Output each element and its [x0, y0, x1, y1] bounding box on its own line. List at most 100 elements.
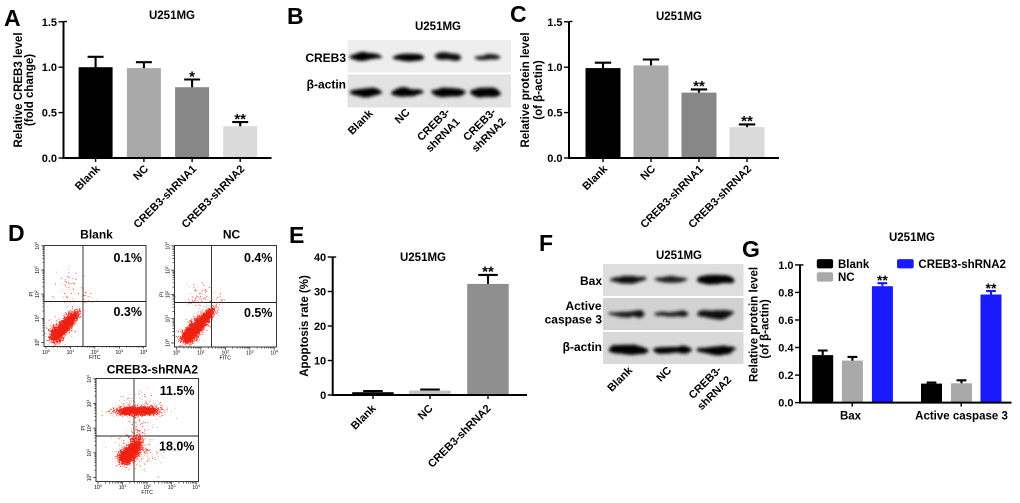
svg-text:(of β-actin): (of β-actin)	[533, 60, 545, 120]
svg-text:0.0: 0.0	[42, 153, 57, 165]
svg-text:CREB3-shRNA2: CREB3-shRNA2	[918, 259, 1006, 271]
svg-text:104: 104	[140, 349, 148, 356]
svg-text:100: 100	[42, 349, 50, 356]
svg-text:30: 30	[314, 287, 326, 299]
svg-text:100: 100	[34, 339, 41, 347]
svg-text:1.5: 1.5	[42, 17, 57, 29]
svg-text:20: 20	[314, 321, 326, 333]
svg-text:0.2: 0.2	[778, 370, 793, 382]
svg-text:(fold change): (fold change)	[24, 54, 36, 126]
svg-text:103: 103	[246, 350, 254, 357]
svg-text:101: 101	[119, 484, 127, 491]
svg-text:NC: NC	[838, 272, 855, 284]
svg-text:10: 10	[314, 356, 326, 368]
svg-text:11.5%: 11.5%	[160, 384, 195, 398]
svg-text:**: **	[234, 111, 246, 128]
svg-text:Blank: Blank	[838, 259, 870, 271]
svg-text:102: 102	[91, 349, 99, 356]
svg-text:PI: PI	[29, 292, 35, 297]
svg-text:0.5%: 0.5%	[244, 306, 273, 320]
svg-text:**: **	[986, 280, 997, 296]
svg-text:101: 101	[165, 315, 172, 323]
svg-text:102: 102	[86, 424, 93, 432]
svg-text:0.0: 0.0	[547, 153, 562, 165]
svg-text:FITC: FITC	[89, 355, 101, 361]
svg-text:C: C	[510, 1, 527, 27]
svg-text:A: A	[4, 5, 21, 31]
svg-text:104: 104	[34, 242, 41, 250]
svg-text:FITC: FITC	[220, 356, 232, 362]
svg-text:CREB3: CREB3	[305, 51, 346, 65]
svg-text:NC: NC	[223, 228, 241, 242]
svg-text:0.3%: 0.3%	[114, 305, 143, 319]
svg-text:103: 103	[86, 400, 93, 408]
svg-text:D: D	[8, 220, 25, 246]
svg-text:β-actin: β-actin	[307, 78, 346, 92]
svg-text:**: **	[877, 272, 888, 288]
svg-text:102: 102	[222, 350, 230, 357]
svg-text:Blank: Blank	[80, 228, 113, 242]
svg-text:PI: PI	[81, 426, 87, 431]
svg-text:Relative protein level: Relative protein level	[520, 32, 532, 147]
svg-text:102: 102	[165, 291, 172, 299]
svg-text:Active: Active	[565, 299, 601, 313]
svg-text:101: 101	[67, 349, 75, 356]
svg-text:G: G	[742, 236, 760, 262]
svg-text:caspase 3: caspase 3	[545, 312, 603, 326]
svg-text:**: **	[741, 113, 753, 130]
svg-text:40: 40	[314, 252, 326, 264]
svg-text:0.0: 0.0	[778, 398, 793, 410]
svg-text:0.6: 0.6	[778, 315, 793, 327]
svg-text:0.5: 0.5	[42, 108, 57, 120]
svg-text:101: 101	[86, 449, 93, 457]
svg-text:103: 103	[34, 266, 41, 274]
svg-text:U251MG: U251MG	[656, 11, 702, 23]
svg-text:Relative protein level: Relative protein level	[749, 267, 761, 382]
svg-text:103: 103	[168, 484, 176, 491]
svg-text:FITC: FITC	[141, 490, 153, 496]
svg-text:*: *	[189, 68, 195, 85]
svg-text:Bax: Bax	[580, 274, 602, 288]
svg-text:0.4%: 0.4%	[244, 251, 273, 265]
svg-text:**: **	[482, 264, 494, 281]
svg-text:Apoptosis rate (%): Apoptosis rate (%)	[299, 275, 311, 377]
svg-text:104: 104	[86, 375, 93, 383]
svg-text:**: **	[693, 78, 705, 95]
svg-text:104: 104	[270, 350, 278, 357]
svg-text:U251MG: U251MG	[656, 250, 702, 262]
svg-text:Active caspase 3: Active caspase 3	[915, 411, 1008, 423]
svg-text:100: 100	[94, 484, 102, 491]
svg-text:Relative CREB3 level: Relative CREB3 level	[13, 32, 25, 147]
svg-text:104: 104	[165, 242, 172, 250]
svg-text:102: 102	[143, 484, 151, 491]
svg-text:0.5: 0.5	[547, 108, 562, 120]
svg-text:0: 0	[320, 390, 326, 402]
svg-text:1.0: 1.0	[42, 62, 57, 74]
svg-text:102: 102	[34, 290, 41, 298]
svg-text:U251MG: U251MG	[400, 252, 446, 264]
svg-text:101: 101	[197, 350, 205, 357]
svg-text:1.0: 1.0	[547, 62, 562, 74]
svg-text:0.1%: 0.1%	[114, 251, 143, 265]
svg-text:B: B	[287, 3, 304, 29]
svg-text:103: 103	[116, 349, 124, 356]
svg-text:β-actin: β-actin	[563, 340, 602, 354]
svg-text:101: 101	[34, 315, 41, 323]
svg-text:1.0: 1.0	[778, 260, 793, 272]
svg-text:100: 100	[165, 339, 172, 347]
svg-text:U251MG: U251MG	[149, 10, 195, 22]
svg-text:0.8: 0.8	[778, 287, 793, 299]
svg-text:1.5: 1.5	[547, 17, 562, 29]
svg-text:103: 103	[165, 266, 172, 274]
svg-text:U251MG: U251MG	[415, 21, 461, 33]
svg-text:PI: PI	[160, 292, 166, 297]
svg-text:Bax: Bax	[840, 411, 862, 423]
svg-text:100: 100	[173, 350, 181, 357]
svg-text:0.4: 0.4	[778, 343, 794, 355]
svg-text:100: 100	[86, 474, 93, 482]
svg-text:18.0%: 18.0%	[159, 440, 194, 454]
svg-text:U251MG: U251MG	[889, 232, 935, 244]
svg-text:(of β-actin): (of β-actin)	[760, 299, 772, 359]
svg-text:CREB3-shRNA2: CREB3-shRNA2	[107, 363, 199, 377]
svg-text:E: E	[289, 222, 304, 248]
